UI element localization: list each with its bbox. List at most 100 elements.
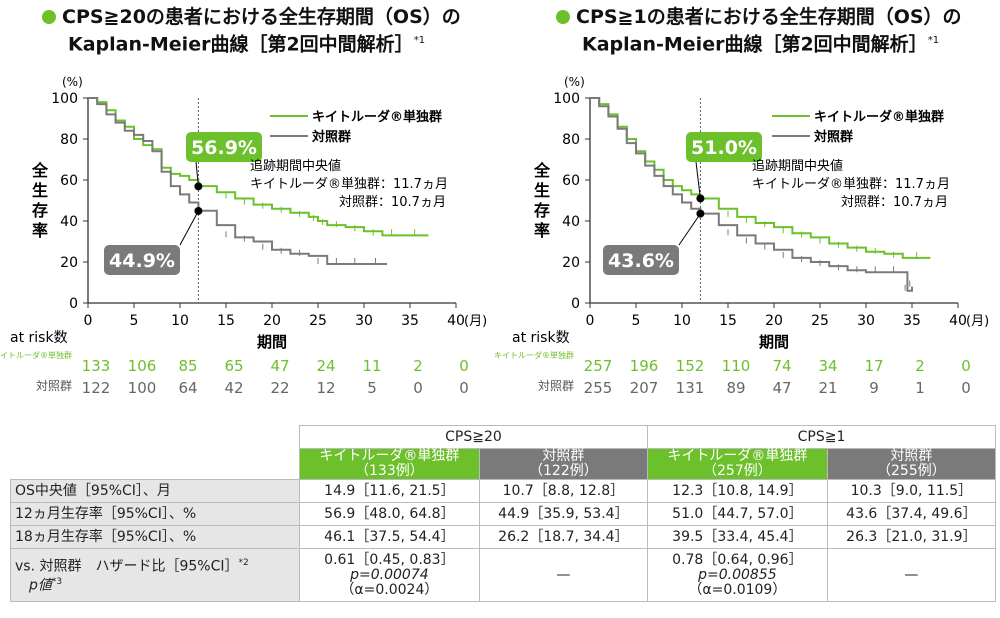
y-tick-label: 40 [60, 214, 78, 230]
at-risk-pembro-value: 110 [722, 357, 751, 375]
results-table: CPS≧20 CPS≧1 キイトルーダ®単独群 （133例） 対照群 （122例） … [10, 425, 997, 602]
annotation-leader [678, 213, 701, 246]
x-unit-label: (月) [966, 314, 989, 329]
y-tick-label: 60 [562, 173, 580, 189]
at-risk-control-value: 64 [178, 379, 197, 397]
curve-control [88, 97, 387, 266]
at-risk-pembro-value: 47 [270, 357, 289, 375]
annotation-leader [179, 210, 199, 246]
at-risk-label: at risk数 [10, 330, 68, 346]
x-tick-label: 5 [632, 313, 641, 329]
chart-title-left: CPS≧20の患者における全生存期間（OS）の Kaplan-Meier曲線［第… [42, 6, 461, 56]
at-risk-pembro-value: 65 [224, 357, 243, 375]
at-risk-control-value: 0 [961, 379, 971, 397]
x-tick-label: 15 [719, 313, 737, 329]
annotation-text-pembro: 56.9% [191, 137, 257, 159]
at-risk-control-value: 0 [459, 379, 469, 397]
x-tick-label: 30 [355, 313, 373, 329]
followup-pembro: キイトルーダ®単独群：11.7ヵ月 [250, 176, 448, 192]
at-risk-control-value: 122 [82, 379, 111, 397]
at-risk-pembro-value: 2 [915, 357, 925, 375]
annotation-box-control [104, 245, 180, 275]
x-tick-label: 25 [309, 313, 327, 329]
at-risk-control-value: 42 [224, 379, 243, 397]
at-risk-label: at risk数 [512, 330, 570, 346]
y-axis-label-char: 全 [31, 161, 49, 180]
x-tick-label: 40 [447, 313, 465, 329]
y-tick-label: 20 [60, 255, 78, 271]
annotation-leader [695, 161, 701, 199]
followup-title: 追跡期間中央値 [250, 158, 341, 174]
at-risk-control-value: 21 [818, 379, 837, 397]
x-tick-label: 35 [903, 313, 921, 329]
y-axis-label-char: 生 [534, 181, 550, 200]
at-risk-control-value: 207 [630, 379, 659, 397]
x-tick-label: 0 [586, 313, 595, 329]
followup-title: 追跡期間中央値 [752, 158, 843, 174]
at-risk-pembro-value: 24 [316, 357, 335, 375]
x-tick-label: 5 [130, 313, 139, 329]
at-risk-pembro-value: 0 [961, 357, 971, 375]
at-risk-row-label-control: 対照群 [538, 379, 574, 393]
y-tick-label: 80 [562, 132, 580, 148]
at-risk-row-label-pembro: キイトルーダ®単独群 [0, 350, 72, 360]
y-axis-label-char: 存 [32, 201, 48, 220]
at-risk-pembro-value: 74 [772, 357, 791, 375]
x-tick-label: 15 [217, 313, 235, 329]
at-risk-pembro-value: 257 [584, 357, 613, 375]
group-header-cps1: CPS≧1 [646, 425, 997, 449]
at-risk-pembro-value: 196 [630, 357, 659, 375]
followup-pembro: キイトルーダ®単独群：11.7ヵ月 [752, 176, 950, 192]
x-tick-label: 20 [263, 313, 281, 329]
hazard-cps20: 0.61［0.45, 0.83］ p=0.00074 （α=0.0024） [299, 548, 480, 602]
at-risk-control-value: 9 [869, 379, 879, 397]
arm-header-pembro-cps1: キイトルーダ®単独群 （257例） [646, 448, 828, 480]
at-risk-control-value: 22 [270, 379, 289, 397]
x-unit-label: (月) [464, 314, 487, 329]
table-row: 12ヵ月生存率［95%CI］、% 56.9［48.0, 64.8］ 44.9［3… [10, 502, 997, 526]
y-tick-label: 100 [51, 91, 78, 107]
x-axis-label: 期間 [257, 333, 287, 351]
table-row: OS中央値［95%CI］、月 14.9［11.6, 21.5］ 10.7［8.8… [10, 479, 997, 503]
arm-header-control-cps20: 対照群 （122例） [478, 448, 648, 480]
table-row: 18ヵ月生存率［95%CI］、% 46.1［37.5, 54.4］ 26.2［1… [10, 525, 997, 549]
at-risk-pembro-value: 152 [676, 357, 705, 375]
y-tick-label: 0 [69, 296, 78, 312]
x-axis-label: 期間 [759, 333, 789, 351]
y-axis-label-char: 存 [534, 201, 550, 220]
at-risk-pembro-value: 17 [864, 357, 883, 375]
bullet-icon [556, 10, 570, 24]
y-axis-label-char: 率 [32, 221, 48, 240]
x-tick-label: 0 [84, 313, 93, 329]
at-risk-row-label-control: 対照群 [36, 379, 72, 393]
annotation-box-pembro [186, 132, 262, 162]
legend-label-control: 対照群 [813, 129, 853, 145]
hazard-cps1: 0.78［0.64, 0.96］ p=0.00855 （α=0.0109） [646, 548, 828, 602]
at-risk-control-value: 100 [128, 379, 157, 397]
arm-header-pembro-cps20: キイトルーダ®単独群 （133例） [299, 448, 480, 480]
at-risk-control-value: 131 [676, 379, 705, 397]
at-risk-row-label-pembro: キイトルーダ®単独群 [494, 350, 574, 360]
at-risk-control-value: 1 [915, 379, 925, 397]
chart-title-right: CPS≧1の患者における全生存期間（OS）の Kaplan-Meier曲線［第2… [556, 6, 962, 56]
at-risk-pembro-value: 133 [82, 357, 111, 375]
y-tick-label: 80 [60, 132, 78, 148]
legend-label-control: 対照群 [311, 129, 351, 145]
at-risk-pembro-value: 0 [459, 357, 469, 375]
at-risk-pembro-value: 106 [128, 357, 157, 375]
annotation-text-control: 44.9% [109, 250, 175, 272]
y-tick-label: 0 [571, 296, 580, 312]
y-unit-label: (%) [564, 75, 585, 89]
y-unit-label: (%) [62, 75, 83, 89]
annotation-text-pembro: 51.0% [691, 137, 757, 159]
y-tick-label: 100 [553, 91, 580, 107]
at-risk-pembro-value: 85 [178, 357, 197, 375]
x-tick-label: 30 [857, 313, 875, 329]
y-tick-label: 20 [562, 255, 580, 271]
x-tick-label: 10 [673, 313, 691, 329]
annotation-leader [195, 161, 199, 187]
annotation-text-control: 43.6% [608, 250, 674, 272]
